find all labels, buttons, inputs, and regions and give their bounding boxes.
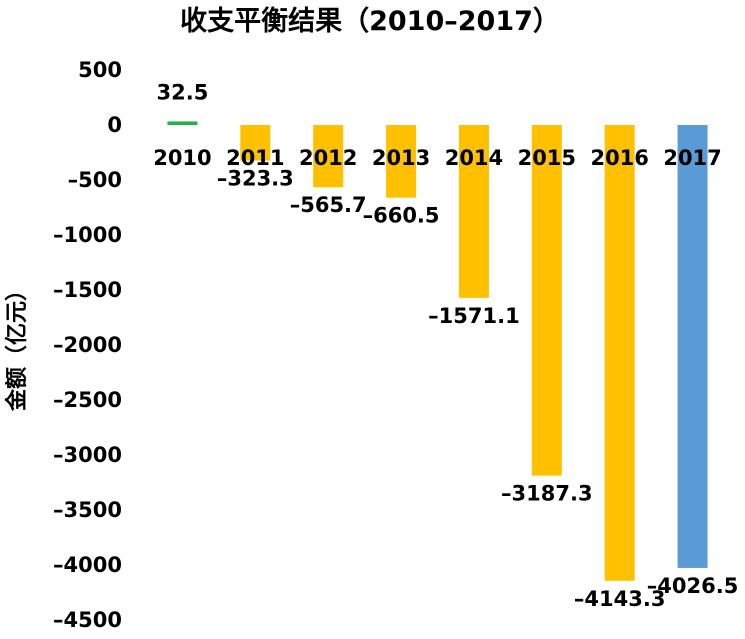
bar-2017 [677, 125, 708, 568]
y-tick-label: –500 [68, 168, 122, 192]
data-label: –4143.3 [574, 587, 666, 611]
x-axis-ticks: 2010 2011 2012 2013 2014 2015 2016 2017 [153, 146, 722, 170]
y-tick-label: –4500 [53, 608, 122, 632]
x-tick-label: 2012 [299, 146, 357, 170]
y-axis-label: 金额（亿元） [4, 279, 30, 412]
x-tick-label: 2014 [445, 146, 503, 170]
bars [167, 121, 708, 581]
x-tick-label: 2011 [226, 146, 284, 170]
y-axis-ticks: 500 0 –500 –1000 –1500 –2000 –2500 –3000 –3500 –4… [53, 58, 122, 632]
data-label: –4026.5 [647, 574, 739, 598]
data-label: –1571.1 [428, 304, 520, 328]
y-tick-label: –1500 [53, 278, 122, 302]
x-tick-label: 2015 [518, 146, 576, 170]
y-tick-label: –4000 [53, 553, 122, 577]
x-tick-label: 2016 [590, 146, 648, 170]
y-tick-label: –3500 [53, 498, 122, 522]
bar-2012 [313, 125, 344, 188]
y-tick-label: –2000 [53, 333, 122, 357]
bar-2011 [240, 125, 271, 161]
data-label: –323.3 [217, 167, 294, 191]
y-tick-label: 0 [107, 113, 122, 137]
bar-2013 [386, 125, 417, 198]
y-tick-label: 500 [78, 58, 122, 82]
x-tick-label: 2017 [663, 146, 721, 170]
data-label: –3187.3 [501, 482, 593, 506]
data-label: –565.7 [290, 193, 367, 217]
bar-2014 [458, 125, 489, 298]
data-label: 32.5 [157, 80, 209, 104]
x-tick-label: 2010 [153, 146, 211, 170]
chart-title: 收支平衡结果（2010–2017） [180, 6, 560, 37]
y-tick-label: –2500 [53, 388, 122, 412]
bar-2010 [167, 121, 198, 125]
data-labels: 32.5 –323.3–565.7–660.5 –1571.1 –3187.3 –414… [157, 80, 739, 610]
y-tick-label: –3000 [53, 443, 122, 467]
bar-2015 [531, 125, 562, 476]
data-label: –660.5 [363, 204, 440, 228]
y-tick-label: –1000 [53, 223, 122, 247]
bar-2016 [604, 125, 635, 581]
x-tick-label: 2013 [372, 146, 430, 170]
